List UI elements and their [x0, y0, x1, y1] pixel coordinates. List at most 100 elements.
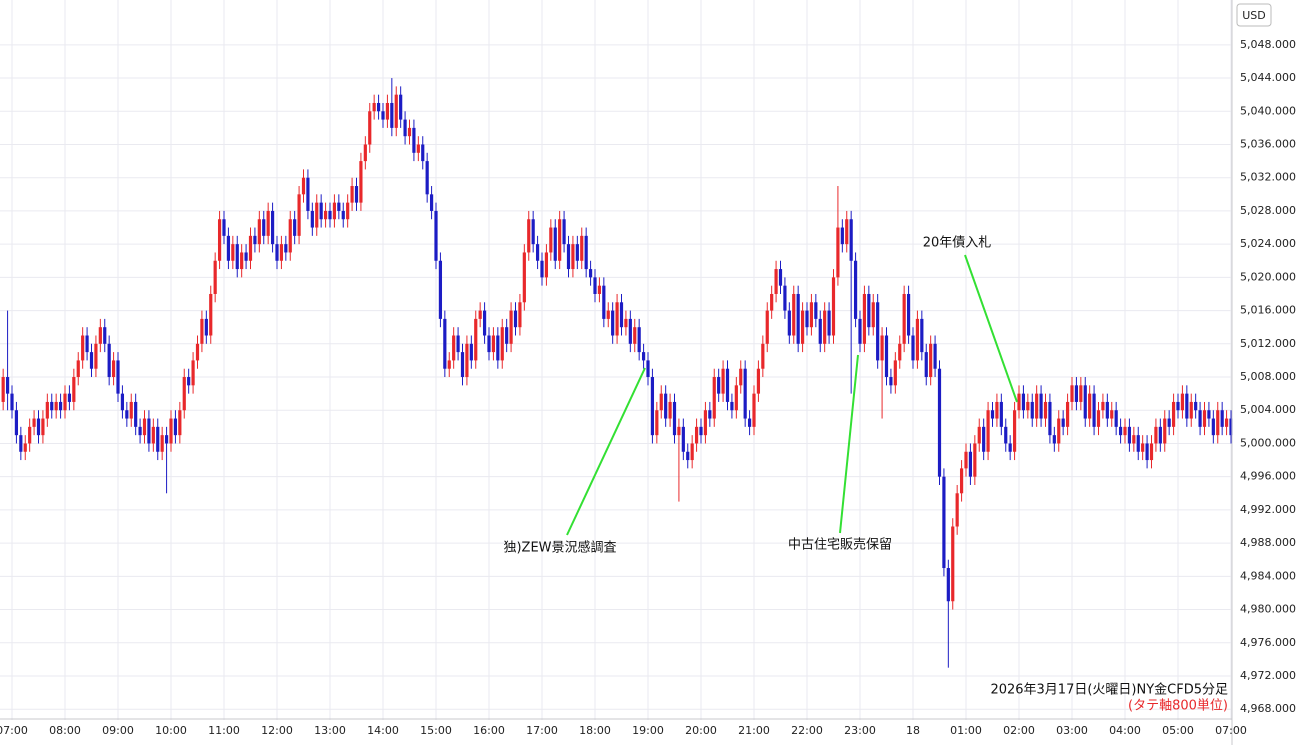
candle-body: [421, 144, 425, 162]
candle-body: [787, 310, 791, 336]
candle-body: [708, 410, 712, 419]
candle-body: [1061, 418, 1065, 427]
overlay: 独)ZEW景況感調査 中古住宅販売保留 20年債入札: [503, 236, 1018, 556]
candle-body: [288, 219, 292, 253]
candle-body: [862, 293, 867, 344]
candle-body: [1158, 426, 1162, 444]
candle-body: [505, 327, 509, 344]
candle-body: [664, 393, 668, 419]
candle-body: [566, 244, 571, 270]
candle-body: [54, 401, 58, 411]
candle-body: [98, 327, 102, 344]
candle-body: [818, 318, 822, 344]
candle-body: [429, 194, 434, 211]
x-tick-label: 02:00: [1003, 724, 1035, 737]
candle-body: [1079, 385, 1083, 402]
candle-body: [116, 360, 120, 394]
candle-body: [668, 401, 672, 419]
candle-body: [125, 410, 129, 419]
candle-body: [509, 310, 513, 344]
candle-body: [800, 310, 805, 344]
candle-body: [262, 219, 266, 236]
candle-body: [1, 377, 5, 402]
candle-body: [222, 219, 226, 236]
y-tick-label: 4,988.000: [1240, 536, 1296, 549]
candle-body: [999, 401, 1003, 427]
candle-body: [527, 219, 531, 253]
candle-body: [416, 144, 420, 153]
candle-body: [809, 302, 814, 328]
candle-body: [319, 202, 323, 220]
candle-body: [394, 94, 398, 128]
grid: [0, 0, 1232, 720]
candle-body: [200, 318, 204, 344]
candle-body: [624, 318, 628, 328]
candle-body: [103, 327, 107, 344]
candle-body: [1052, 435, 1056, 444]
candle-body: [1070, 385, 1074, 402]
candle-body: [226, 235, 231, 261]
candle-body: [1220, 410, 1224, 427]
candle-body: [173, 418, 178, 436]
candle-body: [1096, 410, 1101, 427]
candle-body: [575, 244, 579, 261]
candle-body: [544, 252, 549, 278]
candle-body: [558, 219, 562, 261]
candle-body: [1127, 426, 1132, 444]
candle-body: [67, 393, 72, 402]
candle-body: [496, 335, 500, 361]
y-tick-label: 5,032.000: [1240, 171, 1296, 184]
candle-body: [774, 269, 778, 294]
candle-body: [1110, 410, 1114, 419]
candle-body: [571, 244, 575, 270]
candle-body: [474, 318, 478, 361]
candle-body: [770, 293, 774, 311]
candle-body: [72, 377, 76, 402]
candle-body: [58, 401, 63, 411]
candle-body: [690, 443, 694, 461]
candle-body: [482, 310, 487, 336]
candle-body: [1039, 393, 1043, 419]
candle-body: [549, 227, 553, 253]
candle-body: [840, 227, 844, 245]
x-tick-label: 05:00: [1162, 724, 1194, 737]
candle-body: [606, 310, 610, 319]
candle-body: [306, 177, 310, 211]
candle-body: [717, 377, 721, 394]
candle-body: [597, 285, 602, 294]
candle-body: [765, 310, 769, 344]
candle-body: [425, 161, 429, 195]
candle-body: [257, 219, 261, 245]
candle-body: [1043, 401, 1048, 419]
candle-body: [390, 102, 394, 128]
candle-body: [553, 227, 557, 261]
x-tick-label: 22:00: [791, 724, 823, 737]
candle-body: [1141, 443, 1145, 452]
y-tick-label: 5,040.000: [1240, 104, 1296, 117]
annotation-line: [839, 354, 859, 534]
candle-body: [32, 418, 36, 427]
candle-body: [147, 418, 151, 444]
candle-body: [535, 244, 540, 261]
y-tick-label: 5,012.000: [1240, 337, 1296, 350]
candle-body: [385, 102, 390, 120]
candle-body: [1229, 418, 1233, 436]
candle-body: [94, 343, 98, 369]
candle-body: [796, 293, 800, 344]
x-tick-label: 10:00: [155, 724, 187, 737]
candle-body: [111, 360, 116, 378]
candle-body: [827, 310, 831, 336]
candle-body: [204, 318, 208, 336]
candle-body: [902, 293, 906, 344]
candle-body: [725, 368, 730, 402]
candle-body: [982, 426, 986, 452]
candle-body: [964, 451, 968, 469]
candle-body: [518, 302, 522, 328]
candle-body: [677, 426, 681, 436]
candle-body: [721, 368, 725, 394]
candle-body: [805, 310, 809, 328]
candle-body: [134, 401, 138, 427]
candle-body: [469, 343, 473, 361]
candle-body: [1207, 410, 1211, 419]
candle-body: [465, 343, 469, 378]
